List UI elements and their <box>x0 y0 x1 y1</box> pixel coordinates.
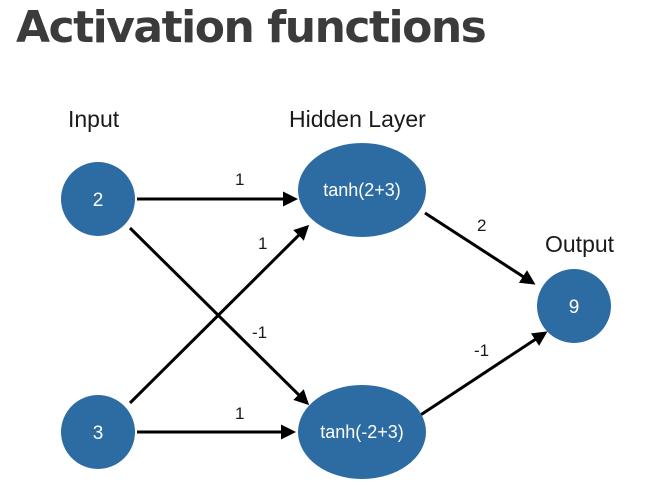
output-node: 9 <box>537 269 611 343</box>
weight-label-top-top: 1 <box>235 170 244 189</box>
input-node-top: 2 <box>61 162 135 236</box>
hidden-layer-label: Hidden Layer <box>289 106 426 132</box>
input-label: Input <box>68 106 120 132</box>
output-label: Output <box>545 231 615 257</box>
weight-label-hidden-top-output: 2 <box>477 216 486 235</box>
output-node-value: 9 <box>569 297 580 318</box>
weight-label-bottom-bottom: 1 <box>235 404 244 423</box>
hidden-node-bottom: tanh(-2+3) <box>298 385 426 479</box>
weight-label-top-bottom: -1 <box>252 323 267 342</box>
weight-label-bottom-top: 1 <box>258 234 267 253</box>
weight-label-hidden-bottom-output: -1 <box>474 341 489 360</box>
input-node-bottom-value: 3 <box>93 423 104 444</box>
hidden-node-bottom-value: tanh(-2+3) <box>320 422 404 442</box>
hidden-node-top: tanh(2+3) <box>298 143 426 237</box>
input-node-bottom: 3 <box>61 395 135 469</box>
input-node-top-value: 2 <box>93 190 104 211</box>
hidden-node-top-value: tanh(2+3) <box>323 180 401 200</box>
